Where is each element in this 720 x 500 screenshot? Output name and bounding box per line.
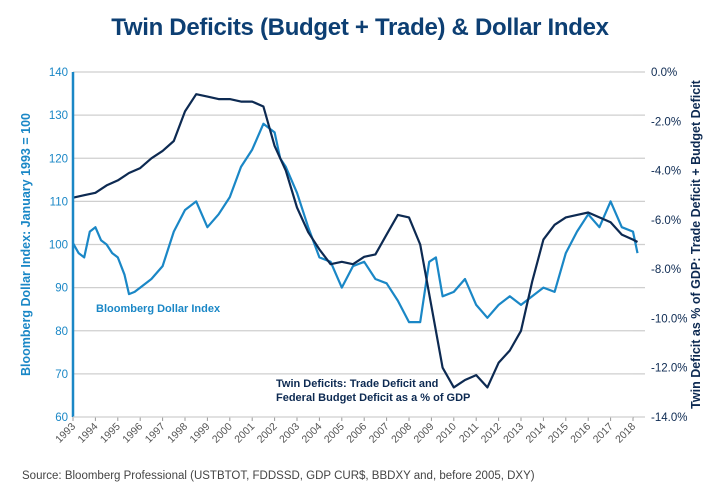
chart-svg: 60 70 80 90 100 110 120 130 140 -14.0% -12.0% -10.… <box>19 67 703 446</box>
x-tick-label: 2011 <box>457 421 482 446</box>
x-tick-label: 2010 <box>434 421 459 446</box>
right-axis-ticks: -14.0% -12.0% -10.0% -8.0% -6.0% -4.0% -2.0% 0.… <box>651 67 687 424</box>
right-tick-label: -14.0% <box>651 412 687 424</box>
series-lines <box>72 93 639 389</box>
x-tick-label: 2018 <box>613 421 638 446</box>
left-tick-label: 130 <box>49 110 68 122</box>
left-axis-label: Bloomberg Dollar Index: January 1993 = 1… <box>19 113 33 376</box>
x-tick-label: 1999 <box>188 421 213 446</box>
gridlines <box>73 71 645 418</box>
right-tick-label: -8.0% <box>651 264 681 276</box>
x-tick-label: 2012 <box>479 421 504 446</box>
x-tick-label: 1994 <box>76 421 101 446</box>
x-tick-label: 1998 <box>165 421 190 446</box>
right-tick-label: -12.0% <box>651 363 687 375</box>
x-tick-label: 1997 <box>143 421 168 446</box>
left-tick-label: 110 <box>50 196 68 208</box>
source-note: Source: Bloomberg Professional (USTBTOT,… <box>22 470 535 482</box>
x-tick-label: 2008 <box>389 421 414 446</box>
x-tick-label: 1993 <box>53 421 78 446</box>
x-tick-label: 2015 <box>546 421 571 446</box>
chart-title: Twin Deficits (Budget + Trade) & Dollar … <box>111 14 609 41</box>
left-tick-label: 140 <box>49 67 68 79</box>
x-tick-label: 2003 <box>277 421 302 446</box>
x-tick-label: 2005 <box>322 421 347 446</box>
left-tick-label: 60 <box>55 412 68 424</box>
x-tick-label: 2002 <box>255 421 280 446</box>
left-tick-label: 70 <box>55 369 68 381</box>
left-tick-label: 90 <box>55 283 68 295</box>
x-tick-label: 2017 <box>591 421 616 446</box>
annotation-twin-deficits-line2: Federal Budget Deficit as a % of GDP <box>276 392 470 404</box>
right-tick-label: -6.0% <box>651 215 681 227</box>
x-axis-ticks: 1993199419951996199719981999200020012002… <box>53 417 638 446</box>
x-tick-label: 1995 <box>98 421 123 446</box>
right-tick-label: 0.0% <box>651 67 677 79</box>
annotation-twin-deficits-line1: Twin Deficits: Trade Deficit and <box>276 378 438 390</box>
x-tick-label: 2013 <box>501 421 526 446</box>
x-tick-label: 2004 <box>300 421 325 446</box>
left-tick-label: 80 <box>55 326 68 338</box>
x-tick-label: 1996 <box>120 421 145 446</box>
series-line-twin-deficits <box>72 93 639 389</box>
x-tick-label: 2014 <box>524 421 549 446</box>
left-axis-ticks: 60 70 80 90 100 110 120 130 140 <box>49 67 68 424</box>
x-tick-label: 2006 <box>344 421 369 446</box>
right-tick-label: -2.0% <box>651 116 681 128</box>
x-tick-label: 2007 <box>367 421 392 446</box>
left-tick-label: 100 <box>49 240 68 252</box>
right-tick-label: -10.0% <box>651 313 687 325</box>
left-tick-label: 120 <box>49 153 68 165</box>
right-axis-label: Twin Deficit as % of GDP: Trade Deficit … <box>689 79 703 408</box>
x-tick-label: 2000 <box>210 421 235 446</box>
x-tick-label: 2001 <box>232 421 257 446</box>
right-tick-label: -4.0% <box>651 166 681 178</box>
x-tick-label: 2009 <box>412 421 437 446</box>
series-line-dollar-index <box>72 122 639 324</box>
annotation-dollar-index: Bloomberg Dollar Index <box>96 303 221 315</box>
x-tick-label: 2016 <box>568 421 593 446</box>
